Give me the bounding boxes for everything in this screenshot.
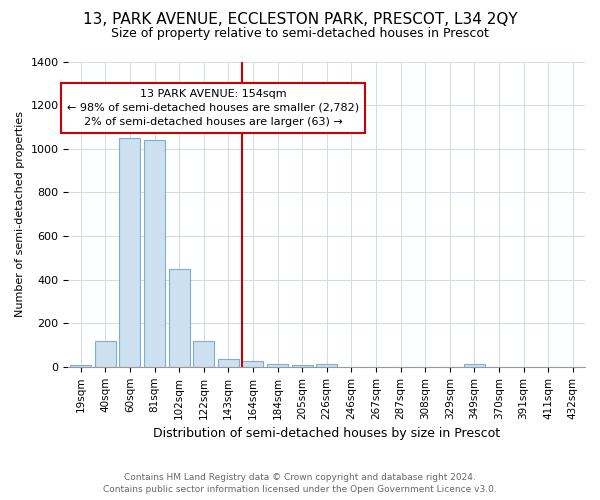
Bar: [218, 358, 239, 367]
Bar: [144, 140, 165, 367]
Bar: [242, 362, 263, 367]
Text: Contains HM Land Registry data © Crown copyright and database right 2024.
Contai: Contains HM Land Registry data © Crown c…: [103, 472, 497, 494]
Bar: [169, 268, 190, 367]
Bar: [464, 364, 485, 367]
Bar: [70, 364, 91, 367]
Text: 13 PARK AVENUE: 154sqm
← 98% of semi-detached houses are smaller (2,782)
2% of s: 13 PARK AVENUE: 154sqm ← 98% of semi-det…: [67, 89, 359, 127]
Bar: [119, 138, 140, 367]
Bar: [316, 364, 337, 367]
Y-axis label: Number of semi-detached properties: Number of semi-detached properties: [15, 111, 25, 317]
Bar: [193, 340, 214, 367]
Bar: [292, 364, 313, 367]
Text: 13, PARK AVENUE, ECCLESTON PARK, PRESCOT, L34 2QY: 13, PARK AVENUE, ECCLESTON PARK, PRESCOT…: [83, 12, 517, 28]
Text: Size of property relative to semi-detached houses in Prescot: Size of property relative to semi-detach…: [111, 28, 489, 40]
X-axis label: Distribution of semi-detached houses by size in Prescot: Distribution of semi-detached houses by …: [153, 427, 500, 440]
Bar: [95, 340, 116, 367]
Bar: [267, 364, 288, 367]
